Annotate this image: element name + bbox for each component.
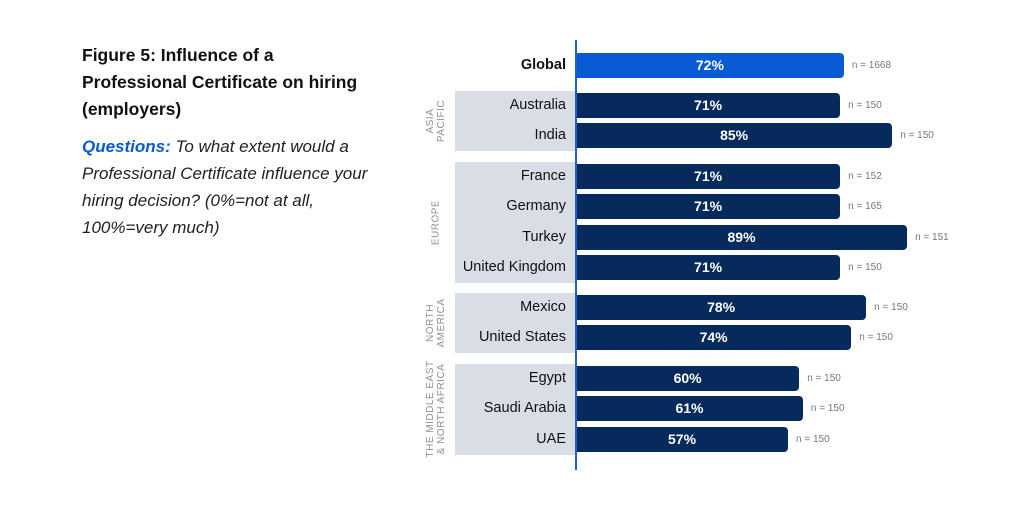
question-body: To what extent would a Professional Cert…	[82, 137, 368, 237]
sample-size-label: n = 150	[848, 261, 882, 273]
bar-value-label: 72%	[695, 57, 724, 73]
bar-uae	[576, 426, 789, 452]
category-label: Egypt	[528, 370, 566, 386]
question-text: Questions: To what extent would a Profes…	[82, 133, 372, 241]
bar-value-label: 78%	[707, 299, 736, 315]
category-label: Turkey	[522, 228, 566, 245]
bar-value-label: 71%	[694, 168, 723, 184]
sample-size-label: n = 152	[848, 171, 882, 182]
chart-axis-line	[575, 40, 577, 470]
bar-global	[576, 53, 844, 78]
sample-size-label: n = 151	[915, 231, 949, 243]
figure-title: Figure 5: Influence of a Professional Ce…	[82, 45, 358, 119]
sample-size-label: n = 165	[848, 201, 882, 213]
category-label: India	[534, 127, 566, 144]
region-panel	[455, 364, 575, 455]
bar-australia	[576, 93, 841, 118]
region-label-line: ASIA	[425, 108, 436, 134]
bar-turkey	[576, 224, 908, 250]
category-label: Saudi Arabia	[483, 400, 566, 417]
region-label-line: PACIFIC	[436, 100, 447, 143]
category-label: United Kingdom	[462, 258, 566, 275]
sample-size-label: n = 150	[859, 332, 893, 344]
bar-mexico	[576, 295, 867, 320]
bar-united-states	[576, 325, 852, 351]
bar-value-label: 57%	[668, 430, 697, 447]
region-panel	[455, 293, 575, 354]
sample-size-label: n = 150	[874, 302, 908, 313]
category-label: Mexico	[520, 299, 566, 315]
bar-france	[576, 164, 841, 189]
sample-size-label: n = 150	[848, 100, 882, 111]
bar-india	[576, 123, 893, 149]
bar-value-label: 89%	[727, 228, 756, 245]
bar-egypt	[576, 366, 800, 391]
bar-value-label: 74%	[699, 329, 728, 346]
region-label-line: EUROPE	[430, 199, 442, 246]
bar-united-kingdom	[576, 254, 841, 280]
sample-size-label: n = 1668	[851, 60, 892, 71]
sample-size-label: n = 150	[900, 130, 934, 142]
category-label: France	[520, 168, 566, 184]
category-label: Germany	[506, 198, 566, 215]
bar-value-label: 85%	[720, 127, 749, 144]
region-panel	[455, 162, 575, 283]
region-label: EUROPE	[431, 167, 442, 277]
category-label: United States	[478, 329, 566, 346]
bar-value-label: 71%	[694, 258, 723, 275]
category-label: Australia	[509, 97, 566, 113]
sample-size-label: n = 150	[807, 373, 841, 384]
region-label-line: & NORTH AFRICA	[436, 363, 447, 455]
question-label: Questions:	[82, 137, 171, 156]
region-label-line: THE MIDDLE EAST	[425, 360, 436, 458]
bar-germany	[576, 194, 841, 220]
bar-saudi-arabia	[576, 396, 803, 422]
category-label: Global	[520, 57, 566, 73]
bar-value-label: 60%	[673, 370, 702, 386]
category-label: UAE	[536, 430, 566, 447]
bar-value-label: 71%	[694, 198, 723, 215]
sample-size-label: n = 150	[796, 433, 830, 445]
region-panel	[455, 91, 575, 152]
sample-size-label: n = 150	[810, 403, 845, 415]
region-label: ASIA PACIFIC	[425, 66, 447, 176]
region-label: THE MIDDLE EAST & NORTH AFRICA	[425, 354, 447, 464]
bar-value-label: 61%	[675, 400, 704, 417]
bar-value-label: 71%	[694, 97, 723, 113]
